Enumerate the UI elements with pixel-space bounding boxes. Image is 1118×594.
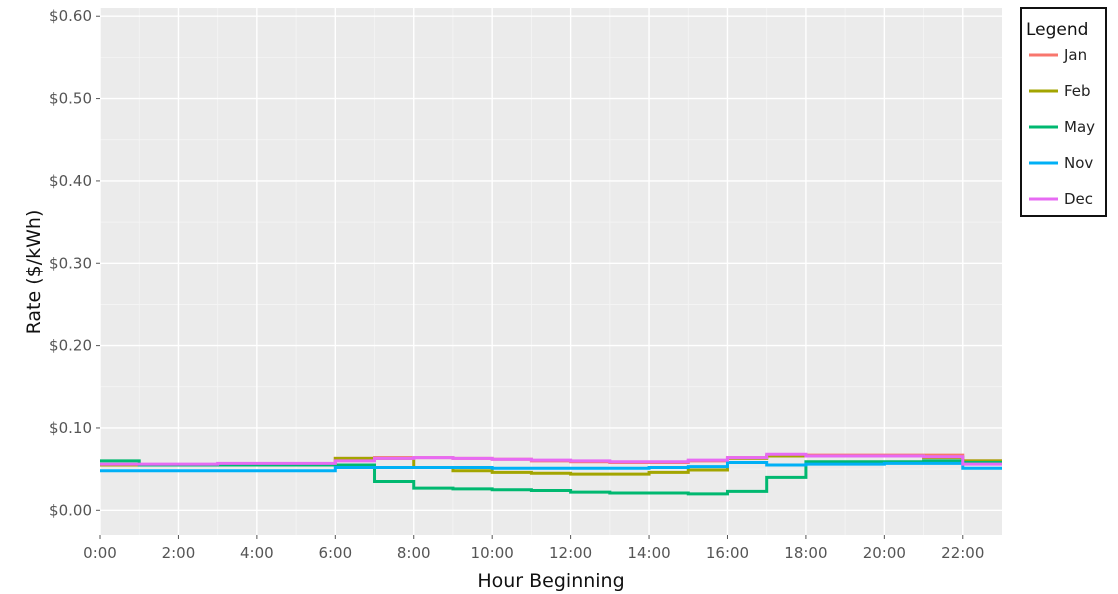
legend-label-feb: Feb [1064, 82, 1091, 100]
x-tick-label: 12:00 [549, 544, 592, 562]
series-line-dec [100, 452, 1002, 466]
y-tick-label: $0.40 [49, 172, 92, 190]
legend-label-may: May [1064, 118, 1095, 136]
y-axis-title: Rate ($/kWh) [23, 210, 45, 335]
x-tick-label: 8:00 [397, 544, 431, 562]
x-tick-label: 22:00 [941, 544, 984, 562]
series-line-nov [100, 461, 1002, 473]
x-tick-label: 2:00 [162, 544, 196, 562]
y-tick-label: $0.00 [49, 501, 92, 519]
y-tick-label: $0.30 [49, 254, 92, 272]
y-tick-label: $0.20 [49, 337, 92, 355]
x-axis-title: Hour Beginning [477, 570, 624, 592]
legend-title: Legend [1026, 20, 1088, 40]
x-tick-label: 20:00 [863, 544, 906, 562]
y-tick-label: $0.50 [49, 90, 92, 108]
x-tick-label: 6:00 [318, 544, 352, 562]
x-tick-label: 14:00 [627, 544, 670, 562]
y-tick-label: $0.60 [49, 7, 92, 25]
x-tick-label: 4:00 [240, 544, 274, 562]
legend-label-nov: Nov [1064, 154, 1093, 172]
legend-box [1020, 7, 1107, 217]
x-tick-label: 16:00 [706, 544, 749, 562]
legend-label-jan: Jan [1063, 46, 1087, 64]
y-tick-label: $0.10 [49, 419, 92, 437]
x-tick-label: 10:00 [471, 544, 514, 562]
x-tick-label: 18:00 [784, 544, 827, 562]
plot-panel [100, 8, 1002, 535]
legend-label-dec: Dec [1064, 190, 1093, 208]
series-line-may [100, 459, 1002, 496]
legend: Legend Jan Feb May Nov Dec [1020, 7, 1107, 217]
x-tick-label: 0:00 [83, 544, 117, 562]
